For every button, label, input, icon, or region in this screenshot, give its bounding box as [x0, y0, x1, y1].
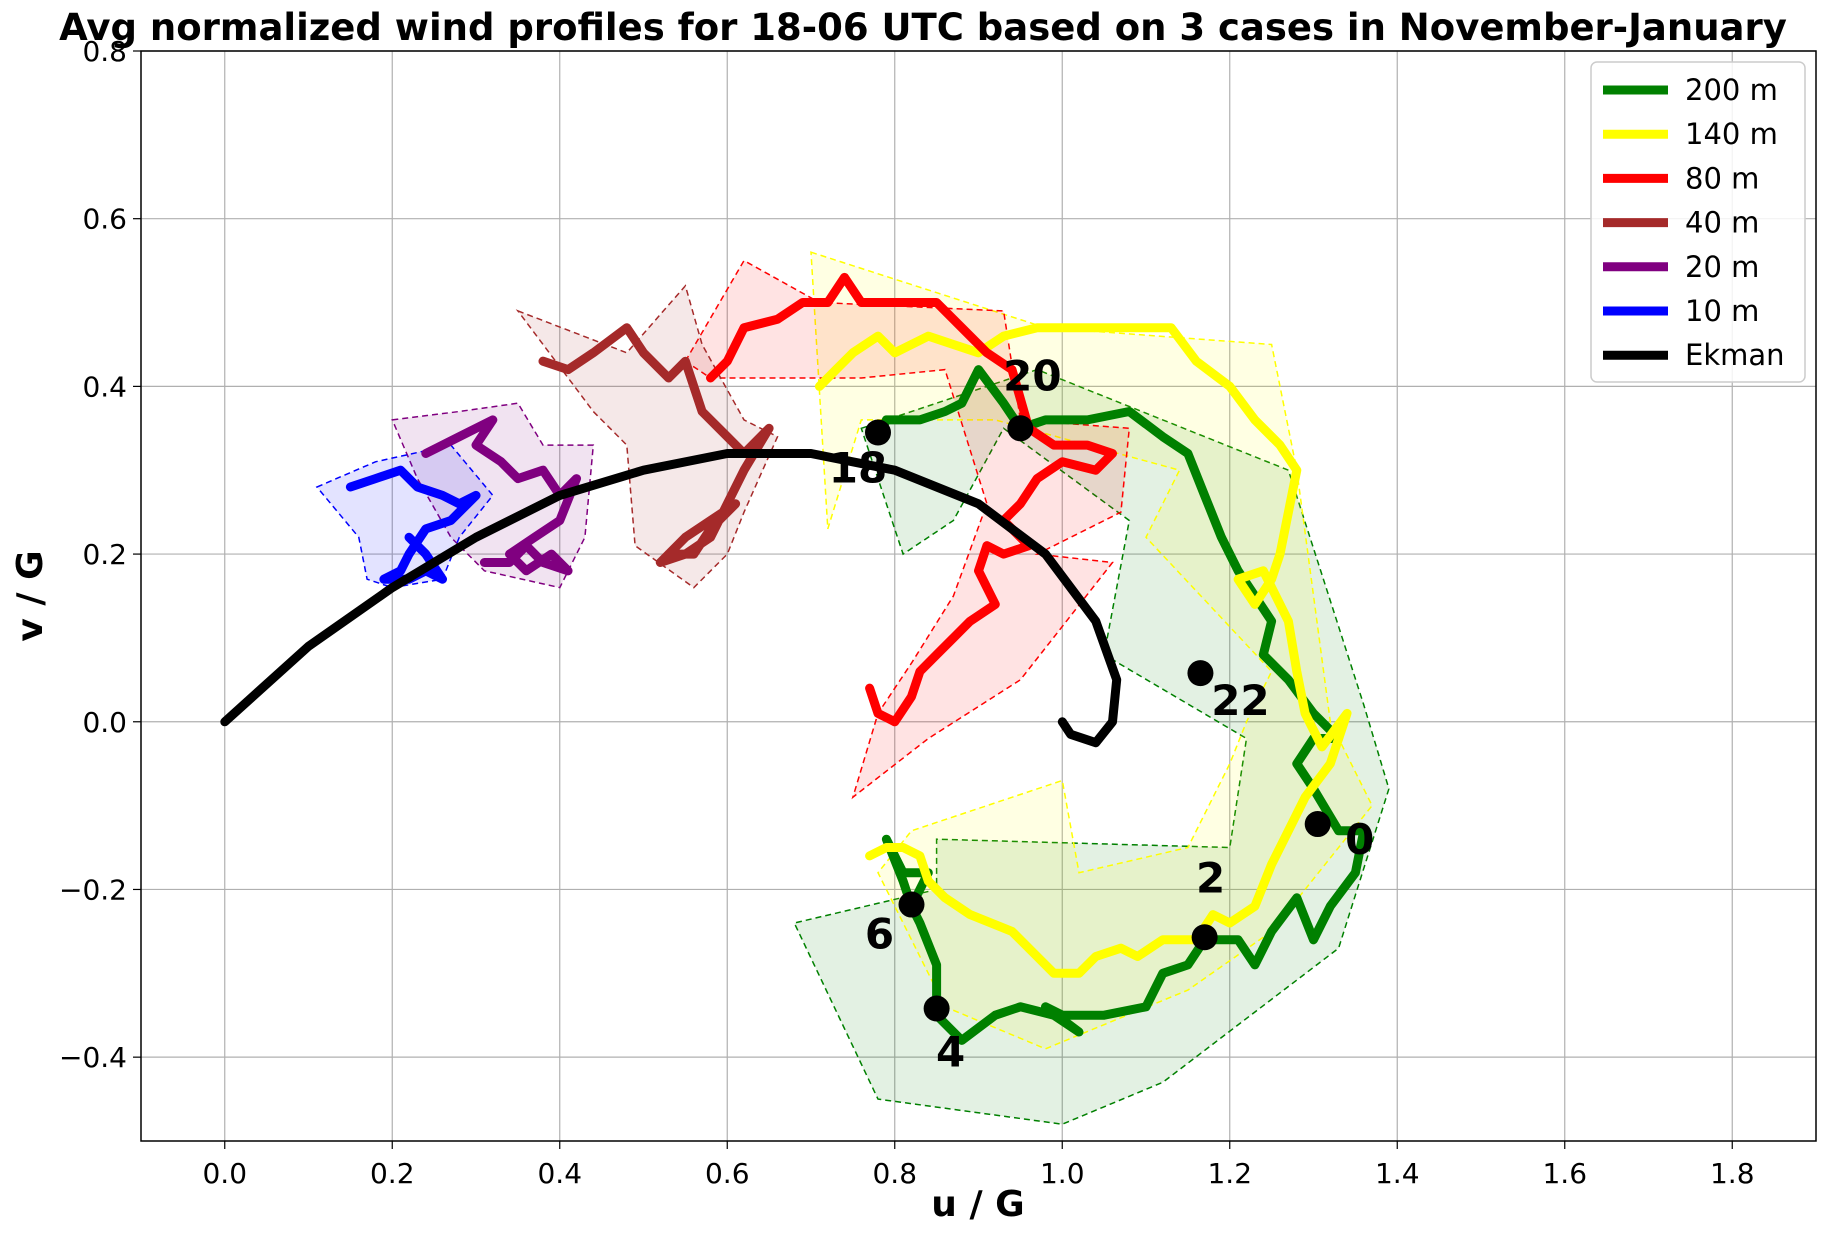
x-tick-label: 0.2: [370, 1157, 415, 1190]
time-markers: 18 20 22 0 2 4 6: [829, 351, 1375, 1076]
legend-label-80-m: 80 m: [1685, 161, 1759, 195]
x-tick-label: 1.8: [1710, 1157, 1755, 1190]
x-tick-label: 0.4: [537, 1157, 582, 1190]
x-tick-labels: 0.0 0.2 0.4 0.6 0.8 1.0 1.2 1.4 1.6 1.8: [202, 1141, 1755, 1190]
legend-label-200-m: 200 m: [1685, 73, 1778, 107]
time-marker-dot: [1187, 660, 1214, 687]
shaded-region-200-m: [793, 368, 1390, 1125]
time-marker-label: 2: [1196, 853, 1225, 902]
time-marker-label: 20: [1003, 351, 1061, 400]
shaded-region-140-m: [810, 251, 1373, 1050]
time-marker-label: 4: [936, 1028, 965, 1077]
y-tick-label: 0.2: [82, 538, 127, 571]
time-marker-label: 22: [1211, 676, 1269, 725]
time-marker-dot: [865, 419, 891, 446]
time-marker-label: 0: [1345, 815, 1374, 864]
series-line-10-m: [345, 465, 481, 584]
x-axis-label: u / G: [931, 1184, 1024, 1225]
legend-label-140-m: 140 m: [1685, 117, 1778, 151]
legend-label-ekman: Ekman: [1685, 338, 1785, 372]
x-tick-label: 1.0: [1040, 1157, 1085, 1190]
legend: 200 m 140 m 80 m 40 m 20 m 10 m Ekman: [1590, 61, 1806, 383]
y-tick-label: 0.6: [82, 203, 127, 236]
y-axis-label: v / G: [10, 550, 51, 641]
x-tick-label: 1.6: [1542, 1157, 1587, 1190]
x-tick-label: 0.6: [705, 1157, 750, 1190]
y-tick-label: 0.0: [82, 706, 127, 739]
y-tick-label: 0.8: [82, 35, 127, 68]
time-marker-dot: [1191, 924, 1218, 951]
series-line-200-m: [873, 365, 1369, 1045]
series-line-ekman: [220, 449, 1122, 748]
legend-label-10-m: 10 m: [1685, 294, 1759, 328]
x-tick-label: 1.4: [1375, 1157, 1420, 1190]
x-tick-label: 1.2: [1207, 1157, 1252, 1190]
time-marker-dot: [1007, 415, 1034, 442]
y-tick-labels: −0.4 −0.2 0.0 0.2 0.4 0.6 0.8: [59, 35, 141, 1074]
x-tick-label: 0.8: [872, 1157, 917, 1190]
plot-frame: [140, 50, 1817, 1142]
chart-title: Avg normalized wind profiles for 18-06 U…: [59, 6, 1787, 49]
series-lines: [220, 272, 1369, 1045]
y-tick-label: 0.4: [82, 370, 127, 403]
legend-label-40-m: 40 m: [1685, 206, 1759, 240]
series-line-80-m: [706, 272, 1117, 727]
series-line-20-m: [421, 415, 581, 576]
x-tick-label: 0.0: [202, 1157, 247, 1190]
legend-box: [1590, 61, 1806, 383]
time-marker-dot: [1304, 811, 1331, 838]
time-marker-label: 18: [829, 444, 887, 493]
legend-label-20-m: 20 m: [1685, 250, 1759, 284]
time-marker-label: 6: [865, 910, 894, 959]
y-tick-label: −0.2: [59, 873, 127, 906]
y-tick-label: −0.4: [59, 1041, 127, 1074]
time-marker-dot: [898, 891, 925, 918]
series-line-140-m: [814, 323, 1352, 978]
time-marker-dot: [923, 995, 950, 1022]
shaded-region-80-m: [684, 259, 1131, 800]
